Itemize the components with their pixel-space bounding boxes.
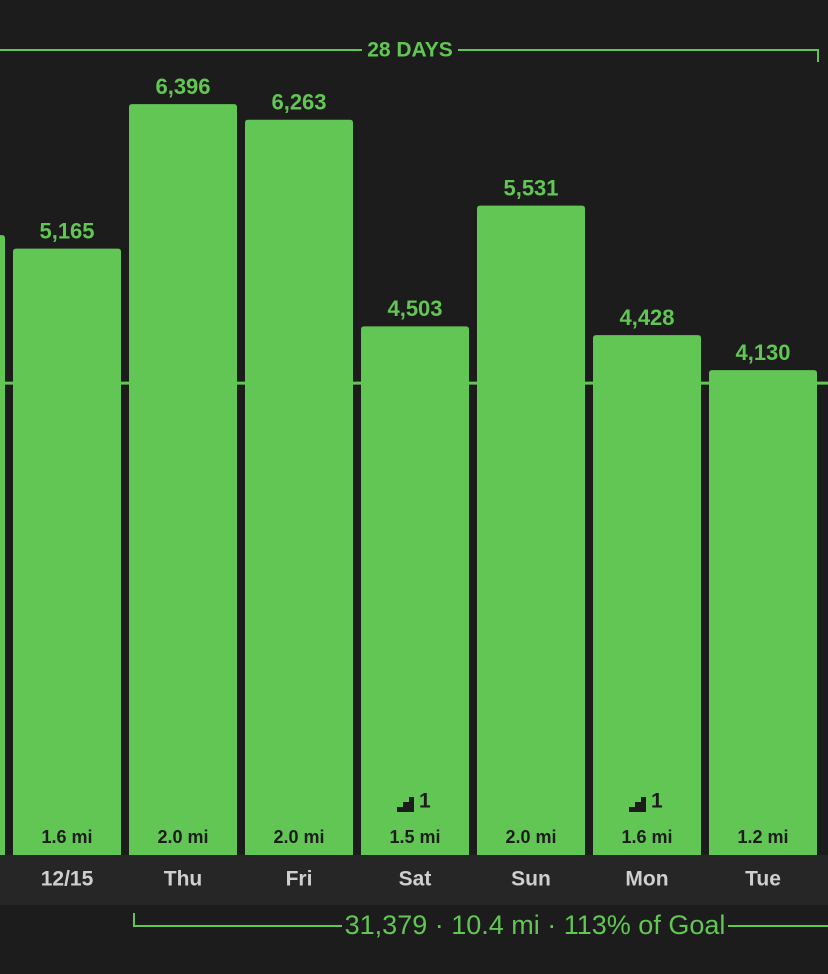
x-tick-label: Tue <box>745 868 781 891</box>
x-tick-label: Sun <box>511 868 551 891</box>
x-tick-label: Mon <box>625 868 668 891</box>
period-bracket <box>0 49 819 62</box>
bar <box>245 119 353 855</box>
distance-label: 1.6 mi <box>621 827 672 847</box>
distance-label: 1.2 mi <box>737 827 788 847</box>
value-label: 5,531 <box>503 175 558 200</box>
x-tick-label: 12/15 <box>41 868 94 891</box>
category-strip <box>0 855 828 905</box>
x-tick-label: Sat <box>399 868 432 891</box>
bar <box>593 335 701 856</box>
bar <box>709 370 817 855</box>
summary: 31,379 · 10.4 mi · 113% of Goal <box>345 910 726 940</box>
value-label: 4,428 <box>619 305 674 330</box>
distance-label: 1.5 mi <box>389 827 440 847</box>
value-label: 4,503 <box>387 296 442 321</box>
floors-label: 1 <box>419 790 431 813</box>
period-label: 28 DAYS <box>367 39 453 62</box>
distance-label: 1.6 mi <box>41 827 92 847</box>
x-tick-label: Fri <box>286 868 313 891</box>
bar <box>361 326 469 855</box>
bar <box>477 205 585 856</box>
floors-label: 1 <box>651 790 663 813</box>
distance-label: 2.0 mi <box>505 827 556 847</box>
bar <box>0 235 5 855</box>
bar <box>13 248 121 855</box>
value-label: 6,263 <box>271 90 326 115</box>
summary-bracket <box>133 913 828 927</box>
stairs-icon <box>623 797 646 812</box>
distance-label: 2.0 mi <box>157 827 208 847</box>
bar <box>129 104 237 855</box>
value-label: 6,396 <box>155 74 210 99</box>
distance-label: 2.0 mi <box>273 827 324 847</box>
x-tick-label: Thu <box>164 868 202 891</box>
value-label: 5,165 <box>39 218 94 243</box>
stairs-icon <box>391 797 414 812</box>
value-label: 4,130 <box>735 340 790 365</box>
